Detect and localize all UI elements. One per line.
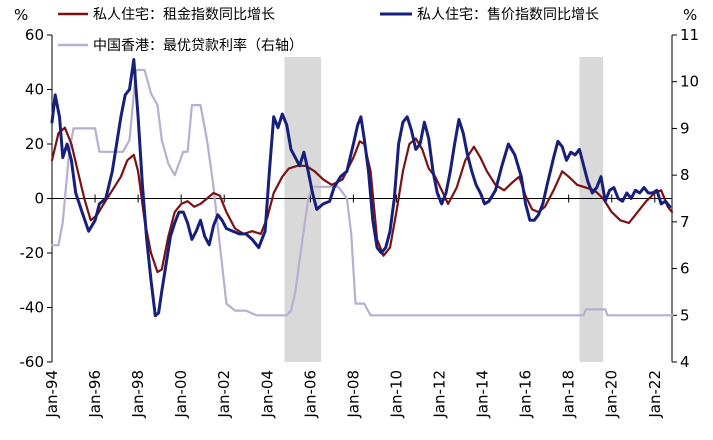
series-line-2 bbox=[50, 58, 672, 318]
x-axis-tick-label: Jan-06 bbox=[301, 370, 319, 419]
legend-label-2: 私人住宅：售价指数同比增长 bbox=[417, 7, 599, 23]
legend-label-3: 中国香港：最优贷款利率（右轴） bbox=[93, 37, 303, 54]
right-axis-tick-label: 9 bbox=[680, 119, 690, 137]
right-axis-tick-label: 4 bbox=[680, 353, 690, 371]
left-axis-tick-label: 60 bbox=[25, 26, 44, 44]
left-axis-tick-label: 40 bbox=[25, 81, 44, 99]
x-axis-tick-label: Jan-00 bbox=[172, 370, 190, 419]
x-axis-tick-label: Jan-10 bbox=[387, 370, 405, 419]
right-axis-unit: % bbox=[683, 6, 697, 24]
x-axis-tick-label: Jan-20 bbox=[603, 370, 621, 419]
x-axis-tick-label: Jan-14 bbox=[474, 370, 492, 419]
right-axis-tick-label: 7 bbox=[680, 213, 690, 231]
left-axis-tick-label: 0 bbox=[34, 190, 44, 208]
x-axis-tick-label: Jan-12 bbox=[431, 370, 449, 419]
x-axis-tick-label: Jan-16 bbox=[517, 370, 535, 419]
left-axis-tick-label: -40 bbox=[20, 299, 45, 317]
legend: 私人住宅：租金指数同比增长 私人住宅：售价指数同比增长中国香港：最优贷款利率（右轴… bbox=[58, 7, 599, 54]
x-axis-tick-label: Jan-08 bbox=[344, 370, 362, 419]
x-axis-tick-label: Jan-18 bbox=[560, 370, 578, 419]
shaded-period bbox=[579, 57, 604, 362]
left-axis-tick-label: -20 bbox=[20, 244, 45, 262]
x-axis-tick-label: Jan-94 bbox=[43, 370, 61, 419]
axes: 60 40 20 0 -20 -40 -60% 11 10 9 8 7 6 5 4% Jan-94 Jan-96… bbox=[14, 6, 699, 419]
right-axis-tick-label: 11 bbox=[680, 26, 699, 44]
right-axis-tick-label: 5 bbox=[680, 306, 690, 324]
x-axis-tick-label: Jan-02 bbox=[215, 370, 233, 419]
left-axis-unit: % bbox=[14, 6, 28, 24]
x-axis-tick-label: Jan-04 bbox=[258, 370, 276, 419]
x-axis-tick-label: Jan-98 bbox=[129, 370, 147, 419]
x-axis-tick-label: Jan-22 bbox=[646, 370, 664, 419]
legend-label-1: 私人住宅：租金指数同比增长 bbox=[93, 7, 275, 23]
right-axis-tick-label: 8 bbox=[680, 166, 690, 184]
left-axis-tick-label: 20 bbox=[25, 135, 44, 153]
x-axis-tick-label: Jan-96 bbox=[86, 370, 104, 419]
right-axis-tick-label: 6 bbox=[680, 260, 690, 278]
series-lines bbox=[50, 58, 674, 318]
right-axis-tick-label: 10 bbox=[680, 73, 699, 91]
left-axis-tick-label: -60 bbox=[20, 353, 45, 371]
series-line-3 bbox=[50, 68, 674, 317]
